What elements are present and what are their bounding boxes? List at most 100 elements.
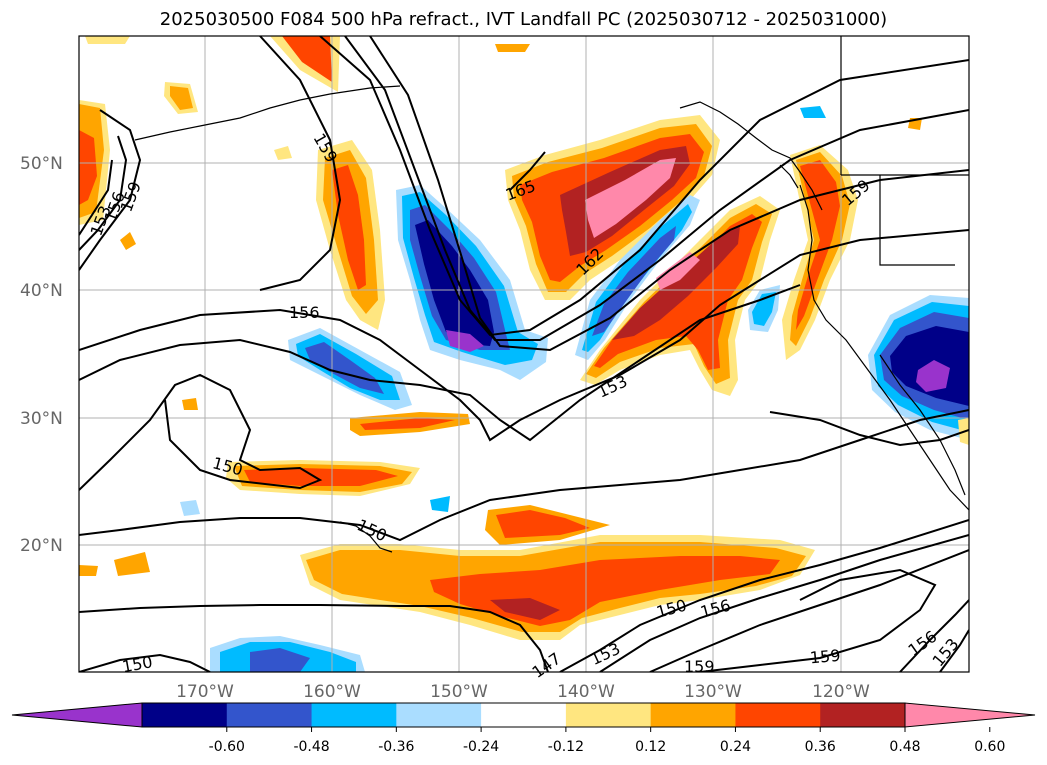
contour-label: 156 bbox=[289, 303, 320, 322]
shade-small-7 bbox=[430, 496, 450, 512]
contour-159-bottom bbox=[699, 568, 937, 672]
refractivity-contours bbox=[79, 36, 969, 672]
shade-top4 bbox=[495, 44, 530, 52]
baja bbox=[879, 354, 966, 496]
lon-label: 130°W bbox=[684, 682, 742, 702]
colorbar-swatch bbox=[396, 703, 482, 727]
colorbar-tick-label: 0.24 bbox=[720, 739, 751, 755]
contour-156-bottom bbox=[899, 599, 969, 672]
lat-label: 30°N bbox=[20, 409, 63, 429]
shade-small-3 bbox=[114, 552, 150, 576]
colorbar-swatch bbox=[226, 703, 313, 727]
contour-150-mid bbox=[79, 409, 969, 542]
ivt-filled-field bbox=[79, 36, 969, 672]
colorbar-extend-min bbox=[11, 702, 143, 728]
us-state-border bbox=[879, 175, 955, 266]
gridlines bbox=[79, 36, 969, 672]
map-title: 2025030500 F084 500 hPa refract., IVT La… bbox=[159, 9, 888, 30]
shade-top3b bbox=[282, 36, 332, 82]
contour-159-nw bbox=[79, 109, 142, 271]
lon-labels: 170°W 160°W 150°W 140°W 130°W 120°W bbox=[176, 682, 870, 702]
shade-top1 bbox=[85, 36, 130, 44]
colorbar-tick-label: -0.12 bbox=[548, 739, 584, 755]
shade-red-nw bbox=[79, 130, 97, 205]
contour-trough-1 bbox=[319, 36, 969, 337]
shade-plume-pink bbox=[585, 158, 676, 238]
shade-blue-140w-c bbox=[752, 292, 776, 326]
shade-small-1 bbox=[274, 146, 292, 160]
colorbar-tick-label: 0.12 bbox=[635, 739, 666, 755]
contour-159-main bbox=[259, 36, 342, 291]
alaska-coast bbox=[679, 101, 823, 211]
shade-south-dr bbox=[490, 598, 560, 620]
colorbar-swatch bbox=[142, 703, 228, 727]
shade-plume2-dr bbox=[612, 226, 740, 340]
shade-small-2 bbox=[120, 232, 136, 250]
colorbar-swatch bbox=[650, 703, 736, 727]
aleutians bbox=[134, 85, 401, 141]
contour-147 bbox=[79, 604, 549, 672]
lon-label: 140°W bbox=[557, 682, 615, 702]
map-frame bbox=[78, 35, 970, 673]
shade-strip-b bbox=[592, 226, 676, 336]
west-coast-na bbox=[799, 184, 969, 511]
colorbar-swatch bbox=[565, 703, 652, 727]
shade-patch-30n-r bbox=[360, 418, 455, 430]
colorbar-swatch bbox=[820, 703, 906, 727]
contour-153-nw bbox=[79, 159, 113, 236]
colorbar-tick-label: 0.60 bbox=[974, 739, 1005, 755]
contour-label: 147 bbox=[529, 649, 565, 682]
lon-label: 120°W bbox=[812, 682, 870, 702]
contour-150-left bbox=[79, 373, 323, 491]
shade-small-9 bbox=[800, 106, 826, 118]
colorbar-tick-label: -0.48 bbox=[293, 739, 329, 755]
lon-label: 150°W bbox=[430, 682, 488, 702]
contour-150-low bbox=[79, 653, 211, 672]
shade-patch-25n-r bbox=[244, 468, 398, 486]
shade-plume2-pink bbox=[656, 252, 700, 290]
contour-label: 153 bbox=[588, 639, 624, 669]
lon-label: 170°W bbox=[176, 682, 234, 702]
shade-small-4 bbox=[79, 565, 98, 576]
contour-30n bbox=[769, 411, 969, 447]
colorbar-swatch bbox=[735, 703, 821, 727]
colorbar-swatch bbox=[311, 703, 397, 727]
colorbar-frame bbox=[141, 702, 906, 728]
contour-trough-2 bbox=[344, 36, 969, 341]
contour-trough-3 bbox=[369, 36, 969, 352]
colorbar-tick-label: -0.60 bbox=[209, 739, 245, 755]
lat-label: 50°N bbox=[20, 154, 63, 174]
colorbar-tick-label: -0.24 bbox=[463, 739, 499, 755]
contour-label: 150 bbox=[121, 652, 154, 676]
colorbar: -0.60 -0.48 -0.36 -0.24 -0.12 0.12 0.24 0.36 0.4… bbox=[11, 702, 1036, 755]
shade-low-p bbox=[916, 360, 950, 392]
colorbar-tick-label: 0.48 bbox=[889, 739, 920, 755]
lat-labels: 50°N 40°N 30°N 20°N bbox=[20, 154, 63, 556]
contour-159-se bbox=[649, 549, 969, 672]
lon-label: 160°W bbox=[303, 682, 361, 702]
contour-165 bbox=[509, 151, 546, 191]
shade-small-5 bbox=[182, 398, 198, 410]
contour-153 bbox=[79, 284, 801, 442]
lat-label: 20°N bbox=[20, 536, 63, 556]
contour-label: 150 bbox=[354, 515, 390, 545]
colorbar-swatch bbox=[481, 703, 567, 727]
contour-156 bbox=[79, 229, 969, 442]
shade-blue-trough-p bbox=[446, 330, 484, 352]
shade-sw-b bbox=[250, 648, 310, 672]
coastlines bbox=[134, 36, 969, 553]
shade-band-160w-r bbox=[332, 165, 366, 290]
contour-156-nw bbox=[79, 135, 128, 251]
shade-coast-r bbox=[796, 160, 840, 330]
lat-label: 40°N bbox=[20, 281, 63, 301]
shade-south-top-r bbox=[496, 510, 590, 538]
contour-label: 159 bbox=[684, 657, 715, 676]
contour-label: 159 bbox=[809, 646, 841, 668]
shade-small-6 bbox=[180, 500, 200, 516]
shade-top2b bbox=[170, 86, 193, 110]
contour-label: 159 bbox=[117, 179, 145, 214]
contour-153-se bbox=[559, 519, 969, 672]
bc-coast bbox=[779, 164, 799, 189]
colorbar-tick-label: -0.36 bbox=[378, 739, 414, 755]
